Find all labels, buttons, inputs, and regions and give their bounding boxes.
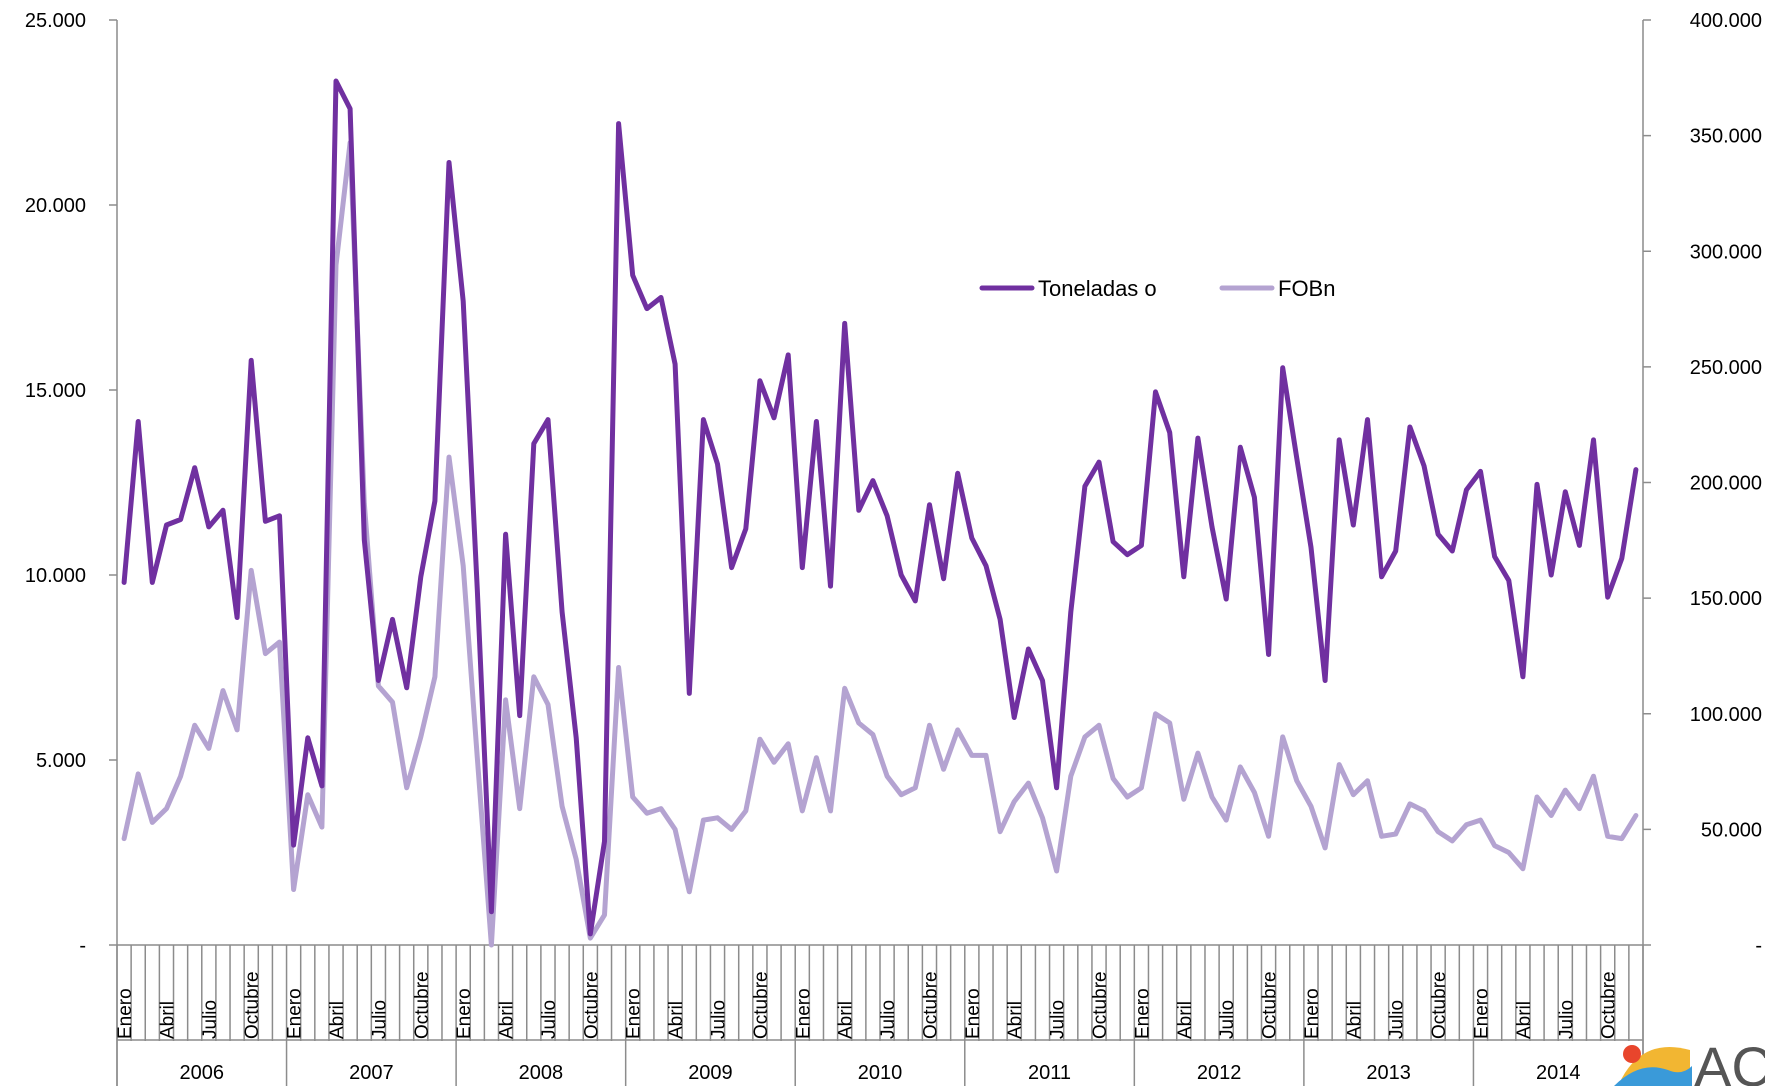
series-lines <box>121 78 1639 948</box>
y-right-tick-label: 250.000 <box>1690 357 1762 379</box>
x-month-label: Octubre <box>1429 971 1450 1039</box>
x-month-label: Abril <box>497 1001 518 1039</box>
x-year-label: 2014 <box>1536 1062 1581 1084</box>
x-month-label: Abril <box>1344 1001 1365 1039</box>
y-right-tick-label: - <box>1755 935 1762 957</box>
y-right-tick-label: 200.000 <box>1690 473 1762 495</box>
legend: Toneladas o FOBn <box>979 276 1335 301</box>
x-month-label: Julio <box>1387 1000 1408 1039</box>
x-month-label: Julio <box>709 1000 730 1039</box>
axes: - 5.000 10.000 15.000 20.000 25.000 - 50.000 100… <box>25 10 1762 1086</box>
x-month-label: Julio <box>878 1000 899 1039</box>
x-month-label: Enero <box>963 988 984 1039</box>
x-month-label: Abril <box>327 1001 348 1039</box>
x-month-label: Octubre <box>1260 971 1281 1039</box>
x-month-label: Octubre <box>581 971 602 1039</box>
legend-label-toneladas: Toneladas o <box>1038 276 1157 301</box>
x-month-label: Abril <box>1514 1001 1535 1039</box>
x-year-label: 2010 <box>858 1062 903 1084</box>
x-month-label: Enero <box>1302 988 1323 1039</box>
x-month-label: Octubre <box>920 971 941 1039</box>
y-right-tick-label: 150.000 <box>1690 588 1762 610</box>
x-month-label: Octubre <box>1599 971 1620 1039</box>
x-month-label: Octubre <box>412 971 433 1039</box>
y-left-tick-label: 10.000 <box>25 565 86 587</box>
x-month-label: Julio <box>200 1000 221 1039</box>
x-month-label: Julio <box>539 1000 560 1039</box>
logo-text: AC <box>1694 1035 1765 1086</box>
x-month-label: Enero <box>624 988 645 1039</box>
legend-label-fobn: FOBn <box>1278 276 1335 301</box>
x-month-label: Abril <box>1175 1001 1196 1039</box>
logo-wave-icon <box>1614 1066 1692 1086</box>
x-year-label: 2007 <box>349 1062 394 1084</box>
x-month-label: Abril <box>836 1001 857 1039</box>
x-month-label: Enero <box>454 988 475 1039</box>
x-month-label: Abril <box>157 1001 178 1039</box>
y-right-tick-label: 50.000 <box>1701 819 1762 841</box>
y-left-tick-label: 20.000 <box>25 195 86 217</box>
x-month-label: Octubre <box>242 971 263 1039</box>
x-month-label: Enero <box>285 988 306 1039</box>
y-left-tick-label: 25.000 <box>25 10 86 32</box>
x-month-label: Julio <box>1217 1000 1238 1039</box>
y-right-tick-label: 400.000 <box>1690 10 1762 32</box>
x-month-label: Enero <box>1132 988 1153 1039</box>
y-right-tick-label: 350.000 <box>1690 126 1762 148</box>
x-month-label: Julio <box>1556 1000 1577 1039</box>
x-month-label: Julio <box>369 1000 390 1039</box>
y-left-tick-label: - <box>79 935 86 957</box>
y-right-tick-label: 300.000 <box>1690 241 1762 263</box>
x-year-label: 2009 <box>688 1062 733 1084</box>
x-year-label: 2011 <box>1028 1062 1071 1084</box>
x-year-label: 2006 <box>180 1062 225 1084</box>
x-month-label: Enero <box>793 988 814 1039</box>
y-left-tick-label: 5.000 <box>36 750 86 772</box>
logo-dot-icon <box>1623 1045 1641 1063</box>
y-left-tick-label: 15.000 <box>25 380 86 402</box>
series-line-toneladas <box>121 78 1639 937</box>
x-month-label: Abril <box>666 1001 687 1039</box>
x-year-label: 2012 <box>1197 1062 1242 1084</box>
x-year-label: 2008 <box>519 1062 564 1084</box>
logo: AC <box>1614 1035 1765 1086</box>
x-month-label: Enero <box>115 988 136 1039</box>
x-month-label: Abril <box>1005 1001 1026 1039</box>
x-month-label: Octubre <box>751 971 772 1039</box>
series-line-fobn <box>121 140 1639 948</box>
x-month-label: Julio <box>1048 1000 1069 1039</box>
x-month-label: Octubre <box>1090 971 1111 1039</box>
x-month-label: Enero <box>1472 988 1493 1039</box>
x-year-label: 2013 <box>1366 1062 1411 1084</box>
y-right-tick-label: 100.000 <box>1690 704 1762 726</box>
